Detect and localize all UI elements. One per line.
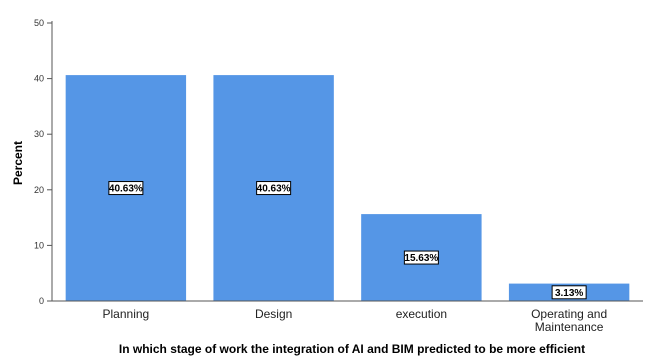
y-tick-label: 40 bbox=[34, 74, 44, 84]
y-tick-label: 0 bbox=[39, 296, 44, 306]
y-axis-ticks: 0 10 20 30 40 50 bbox=[34, 18, 52, 306]
data-label-box bbox=[551, 285, 587, 300]
data-label-box bbox=[256, 181, 292, 196]
bars-group: 40.63% 40.63% 15.63% 3.13% bbox=[65, 75, 630, 301]
data-label-box bbox=[403, 250, 439, 265]
y-axis-title: Percent bbox=[11, 141, 25, 185]
x-category-label: Operating and bbox=[531, 307, 607, 321]
y-tick-label: 10 bbox=[34, 240, 44, 250]
axes bbox=[51, 21, 643, 302]
x-axis-category-labels: Planning Design execution Operating andMain… bbox=[103, 307, 608, 334]
y-tick-label: 20 bbox=[34, 185, 44, 195]
data-label: 15.63% bbox=[404, 253, 438, 264]
data-label-box bbox=[108, 181, 144, 196]
data-label: 40.63% bbox=[109, 184, 143, 195]
y-tick-label: 30 bbox=[34, 129, 44, 139]
x-category-label: execution bbox=[396, 307, 447, 321]
y-tick-label: 50 bbox=[34, 18, 44, 28]
x-category-label: Design bbox=[255, 307, 292, 321]
data-label: 3.13% bbox=[555, 288, 583, 299]
x-category-label: Maintenance bbox=[535, 320, 604, 334]
x-axis-title: In which stage of work the integration o… bbox=[119, 342, 585, 356]
data-label: 40.63% bbox=[257, 184, 291, 195]
x-category-label: Planning bbox=[103, 307, 150, 321]
